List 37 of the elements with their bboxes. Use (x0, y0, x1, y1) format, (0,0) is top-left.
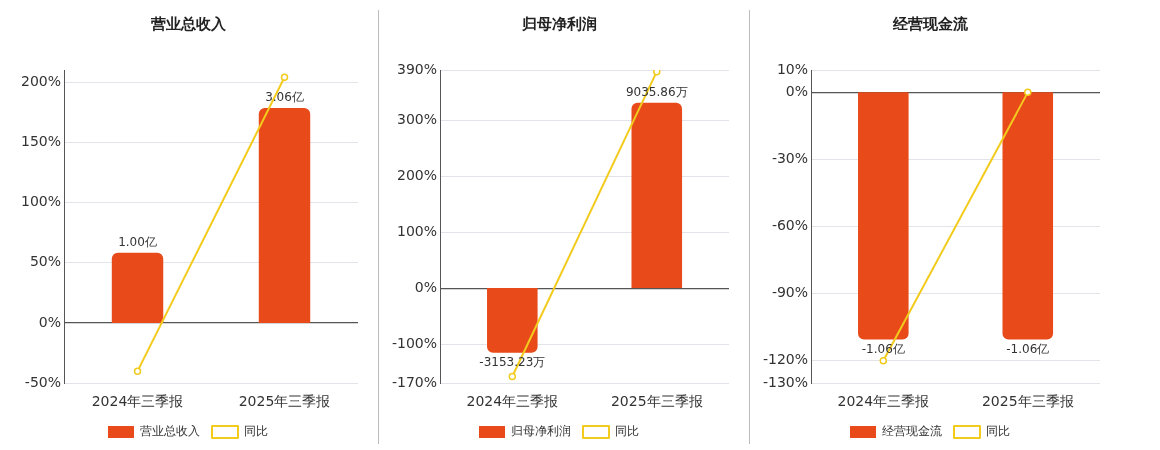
y-tick-label: 150% (20, 132, 62, 149)
y-tick-label: 200% (20, 72, 62, 89)
y-tick-label: -100% (392, 334, 438, 351)
x-tick-label: 2024年三季报 (91, 393, 184, 410)
legend-label: 营业总收入 (140, 424, 200, 439)
x-tick-label: 2025年三季报 (981, 393, 1074, 410)
x-tick-label: 2024年三季报 (466, 393, 559, 410)
y-tick-label: 300% (397, 110, 438, 127)
chart-title: 经营现金流 (891, 14, 969, 33)
y-tick-label: 200% (397, 166, 438, 183)
y-tick-label: 0% (38, 313, 62, 330)
y-tick-label: -90% (771, 284, 809, 301)
y-tick-label: 100% (20, 193, 62, 210)
y-tick-label: 50% (29, 253, 62, 270)
data-label: 1.00亿 (118, 234, 157, 249)
y-tick-label: -30% (771, 150, 809, 167)
chart-title: 营业总收入 (149, 14, 227, 33)
x-tick-label: 2025年三季报 (238, 393, 331, 410)
y-tick-label: -60% (771, 217, 809, 234)
legend-label: 归母净利润 (511, 424, 571, 439)
chart-title: 归母净利润 (520, 14, 597, 33)
y-tick-label: -170% (392, 373, 438, 390)
y-tick-label: 0% (785, 83, 809, 100)
legend-label: 同比 (244, 424, 268, 439)
y-tick-label: -50% (24, 373, 62, 390)
x-tick-label: 2024年三季报 (837, 393, 930, 410)
x-tick-label: 2025年三季报 (610, 393, 703, 410)
y-tick-label: -120% (763, 351, 809, 368)
legend-label: 经营现金流 (882, 424, 942, 439)
legend-label: 同比 (986, 424, 1010, 439)
y-tick-label: 390% (397, 60, 438, 77)
y-tick-label: 0% (414, 278, 438, 295)
legend-label: 同比 (615, 424, 639, 439)
y-tick-label: 100% (397, 222, 438, 239)
data-label: -1.06亿 (1006, 341, 1050, 356)
y-tick-label: 10% (776, 60, 809, 77)
y-tick-label: -130% (763, 373, 809, 390)
